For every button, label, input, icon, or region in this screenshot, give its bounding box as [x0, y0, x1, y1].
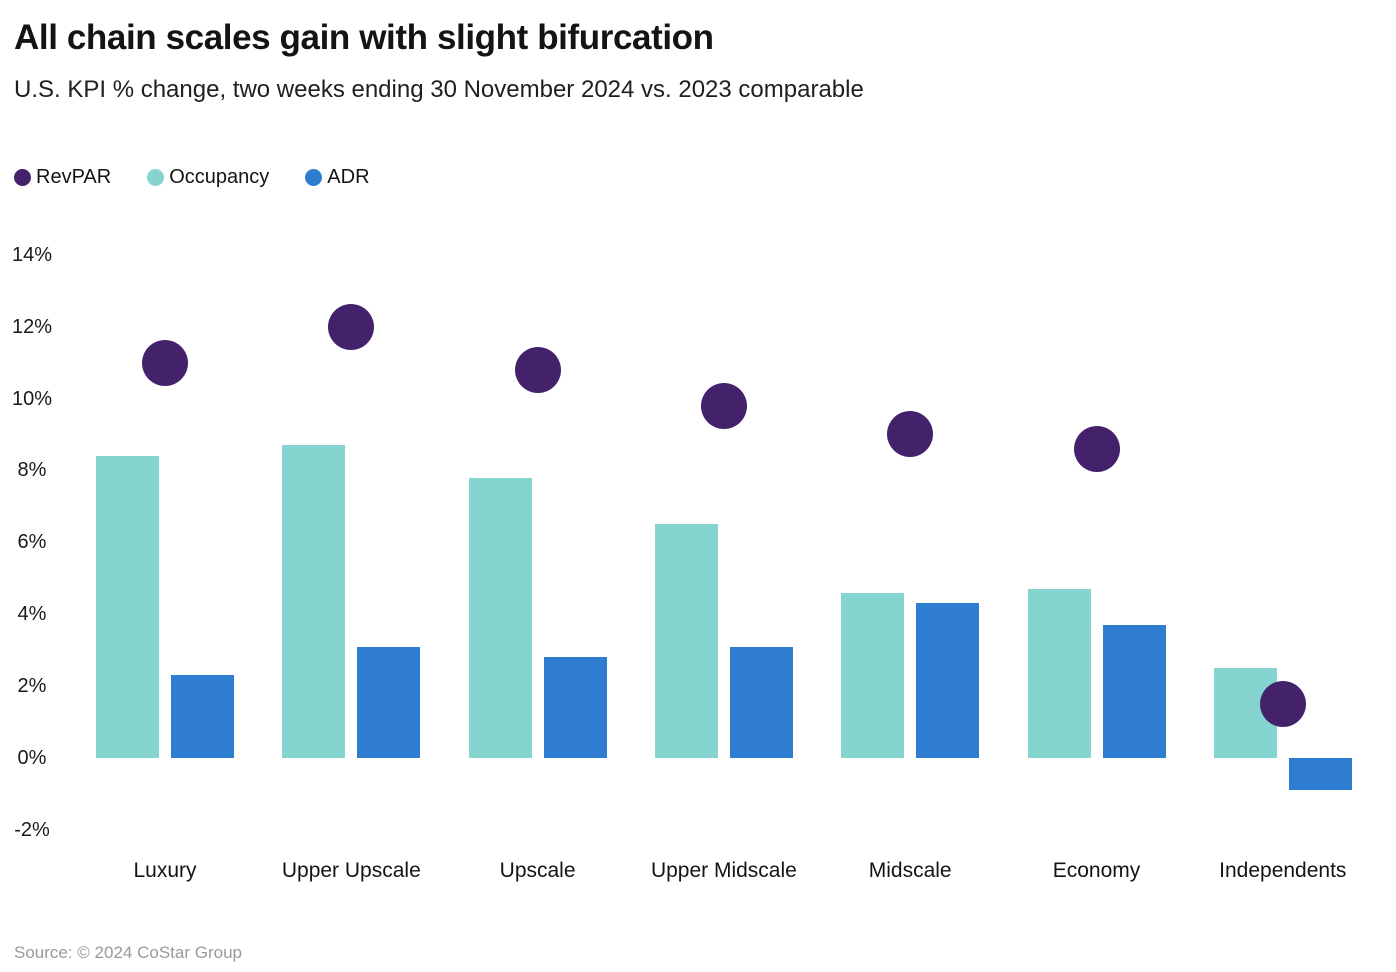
legend: RevPAR Occupancy ADR — [14, 166, 406, 189]
legend-label-revpar: RevPAR — [36, 166, 112, 188]
category-label: Midscale — [868, 859, 952, 882]
adr-bar — [1102, 624, 1166, 758]
adr-bar — [171, 675, 234, 758]
y-tick-label: 0% — [17, 747, 47, 769]
revpar-dot — [142, 339, 188, 386]
legend-item-revpar: RevPAR — [14, 166, 111, 189]
revpar-dot — [514, 346, 561, 393]
legend-item-occupancy: Occupancy — [147, 166, 269, 189]
y-tick-label: 8% — [17, 459, 47, 482]
occupancy-legend-dot-icon — [147, 169, 165, 186]
chart-title: All chain scales gain with slight bifurc… — [14, 18, 714, 57]
y-tick-label: 14% — [11, 243, 53, 266]
revpar-dot — [700, 382, 747, 429]
revpar-dot — [1073, 425, 1120, 472]
adr-bar — [543, 657, 607, 758]
category-label: Luxury — [133, 859, 197, 882]
revpar-dot — [1259, 681, 1306, 728]
y-tick-label: 12% — [11, 315, 53, 338]
category-label: Upper Midscale — [650, 859, 797, 882]
adr-bar — [1288, 758, 1352, 791]
occupancy-bar — [654, 524, 718, 758]
category-label: Upscale — [499, 859, 576, 882]
source-note: Source: © 2024 CoStar Group — [14, 943, 242, 962]
y-tick-label: 4% — [17, 603, 47, 626]
category-label: Economy — [1052, 859, 1141, 882]
occupancy-bar — [282, 445, 346, 758]
category-label: Independents — [1219, 859, 1347, 882]
y-tick-label: 10% — [11, 387, 53, 410]
revpar-dot — [887, 411, 934, 458]
adr-bar — [729, 646, 793, 758]
y-tick-label: 6% — [17, 531, 47, 554]
category-label: Upper Upscale — [281, 859, 421, 882]
legend-label-adr: ADR — [327, 166, 370, 188]
adr-bar — [916, 603, 980, 758]
occupancy-bar — [1027, 589, 1091, 758]
revpar-legend-dot-icon — [14, 169, 31, 186]
y-tick-label: -2% — [14, 818, 50, 841]
adr-legend-dot-icon — [305, 169, 323, 186]
occupancy-bar — [841, 592, 905, 758]
legend-item-adr: ADR — [305, 166, 370, 189]
occupancy-bar — [468, 477, 532, 758]
revpar-dot — [328, 303, 375, 350]
legend-label-occupancy: Occupancy — [169, 166, 270, 188]
occupancy-bar — [96, 456, 159, 758]
chart-subtitle: U.S. KPI % change, two weeks ending 30 N… — [14, 76, 864, 103]
y-tick-label: 2% — [17, 675, 47, 698]
adr-bar — [357, 646, 421, 758]
